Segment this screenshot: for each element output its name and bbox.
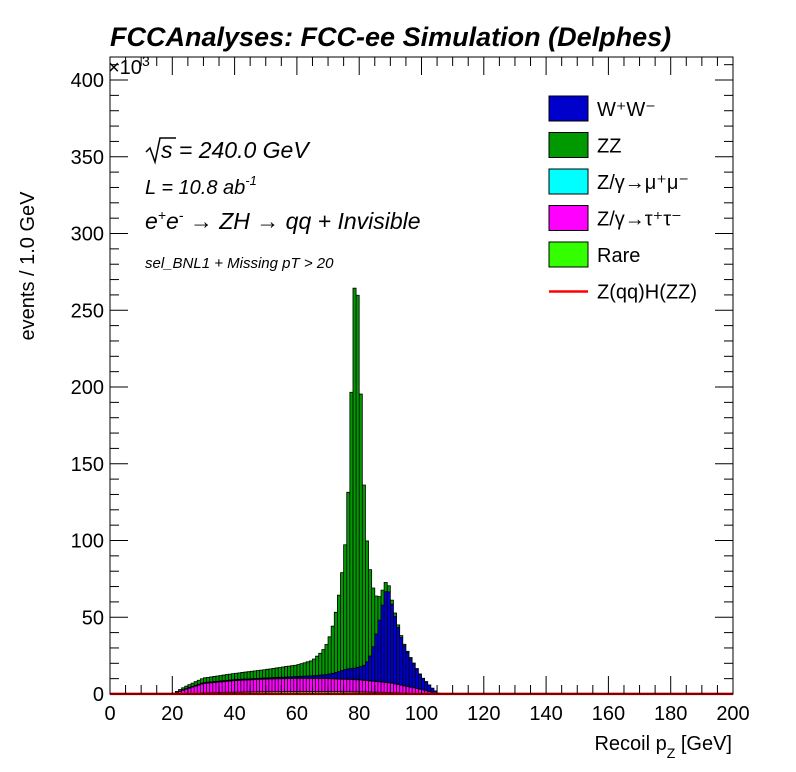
lumi-exp: -1 xyxy=(245,173,257,188)
x-axis-title-main: Recoil p xyxy=(594,733,666,755)
y-tick-label: 150 xyxy=(71,454,104,476)
process-e2: e xyxy=(166,208,179,234)
process-minus: - xyxy=(179,207,184,223)
annotation-sqrt-s: s = 240.0 GeV xyxy=(145,137,311,165)
x-tick-label: 160 xyxy=(592,703,625,725)
y-tick-label: 100 xyxy=(71,531,104,553)
x-tick-label: 140 xyxy=(529,703,562,725)
sqrt-symbol xyxy=(145,137,176,165)
x-tick-label: 100 xyxy=(405,703,438,725)
x-tick-label: 40 xyxy=(223,703,245,725)
y-tick-label: 200 xyxy=(71,377,104,399)
x-axis-title-sub: Z xyxy=(667,745,676,761)
x-tick-label: 20 xyxy=(161,703,183,725)
annotation-luminosity: L = 10.8 ab-1 xyxy=(145,173,257,199)
legend-swatch xyxy=(548,205,589,231)
x-axis-title: Recoil pZ [GeV] xyxy=(594,733,732,761)
y-tick-label: 50 xyxy=(82,607,104,629)
series-fill xyxy=(110,288,733,694)
x-axis-ticks: 0 20 40 60 80 100 120 140 160 180 200 xyxy=(104,57,750,725)
y-multiplier: ×103 xyxy=(108,53,150,79)
y-tick-label: 400 xyxy=(71,70,104,92)
annotation-process: e+e- → ZH → qq + Invisible xyxy=(145,207,421,234)
x-tick-label: 200 xyxy=(716,703,749,725)
x-axis-title-unit: [GeV] xyxy=(675,733,732,755)
process-e1: e xyxy=(145,208,158,234)
annotation-selection: sel_BNL1 + Missing pT > 20 xyxy=(145,255,334,272)
lumi-text: L = 10.8 ab xyxy=(145,177,245,199)
chart-title: FCCAnalyses: FCC-ee Simulation (Delphes) xyxy=(110,22,671,52)
legend-entry: Z/γ→τ⁺τ⁻ xyxy=(548,205,682,231)
process-plus: + xyxy=(158,207,166,223)
legend-label: ZZ xyxy=(597,136,621,158)
x-tick-label: 0 xyxy=(104,703,115,725)
y-tick-label: 0 xyxy=(93,684,104,706)
process-rest: → ZH → qq + Invisible xyxy=(183,208,420,234)
y-axis-ticks: 0 50 100 150 200 250 300 350 400 xyxy=(71,64,733,706)
legend-swatch xyxy=(548,132,589,158)
y-multiplier-base: ×10 xyxy=(108,57,142,79)
legend-entry: Rare xyxy=(548,241,640,268)
series-zz xyxy=(110,287,733,694)
legend-swatch xyxy=(548,168,589,195)
legend-label: W⁺W⁻ xyxy=(597,99,656,121)
legend-label: Z/γ→τ⁺τ⁻ xyxy=(597,209,682,231)
x-tick-label: 60 xyxy=(286,703,308,725)
x-tick-label: 80 xyxy=(348,703,370,725)
y-tick-label: 350 xyxy=(71,147,104,169)
legend-swatch xyxy=(548,241,589,268)
legend-entry: W⁺W⁻ xyxy=(548,95,656,122)
y-axis-title: events / 1.0 GeV xyxy=(17,191,39,341)
legend-label: Z(qq)H(ZZ) xyxy=(597,282,697,304)
energy-text: = 240.0 GeV xyxy=(173,137,312,163)
legend-label: Z/γ→μ⁺μ⁻ xyxy=(597,172,689,194)
y-multiplier-exp: 3 xyxy=(142,53,150,69)
x-tick-label: 180 xyxy=(654,703,687,725)
legend: W⁺W⁻ ZZ Z/γ→μ⁺μ⁻ Z/γ→τ⁺τ⁻ Rare Z(qq)H(ZZ) xyxy=(548,95,697,304)
legend-entry: ZZ xyxy=(548,132,621,158)
legend-swatch xyxy=(548,95,589,122)
legend-label: Rare xyxy=(597,245,640,267)
stacked-histogram xyxy=(110,287,733,695)
y-tick-label: 300 xyxy=(71,224,104,246)
legend-entry: Z/γ→μ⁺μ⁻ xyxy=(548,168,689,195)
legend-entry: Z(qq)H(ZZ) xyxy=(549,282,697,304)
x-tick-label: 120 xyxy=(467,703,500,725)
y-tick-label: 250 xyxy=(71,300,104,322)
svg-text:s = 240.0 GeV: s = 240.0 GeV xyxy=(161,137,311,163)
sqrt-s-text: s xyxy=(161,137,173,163)
